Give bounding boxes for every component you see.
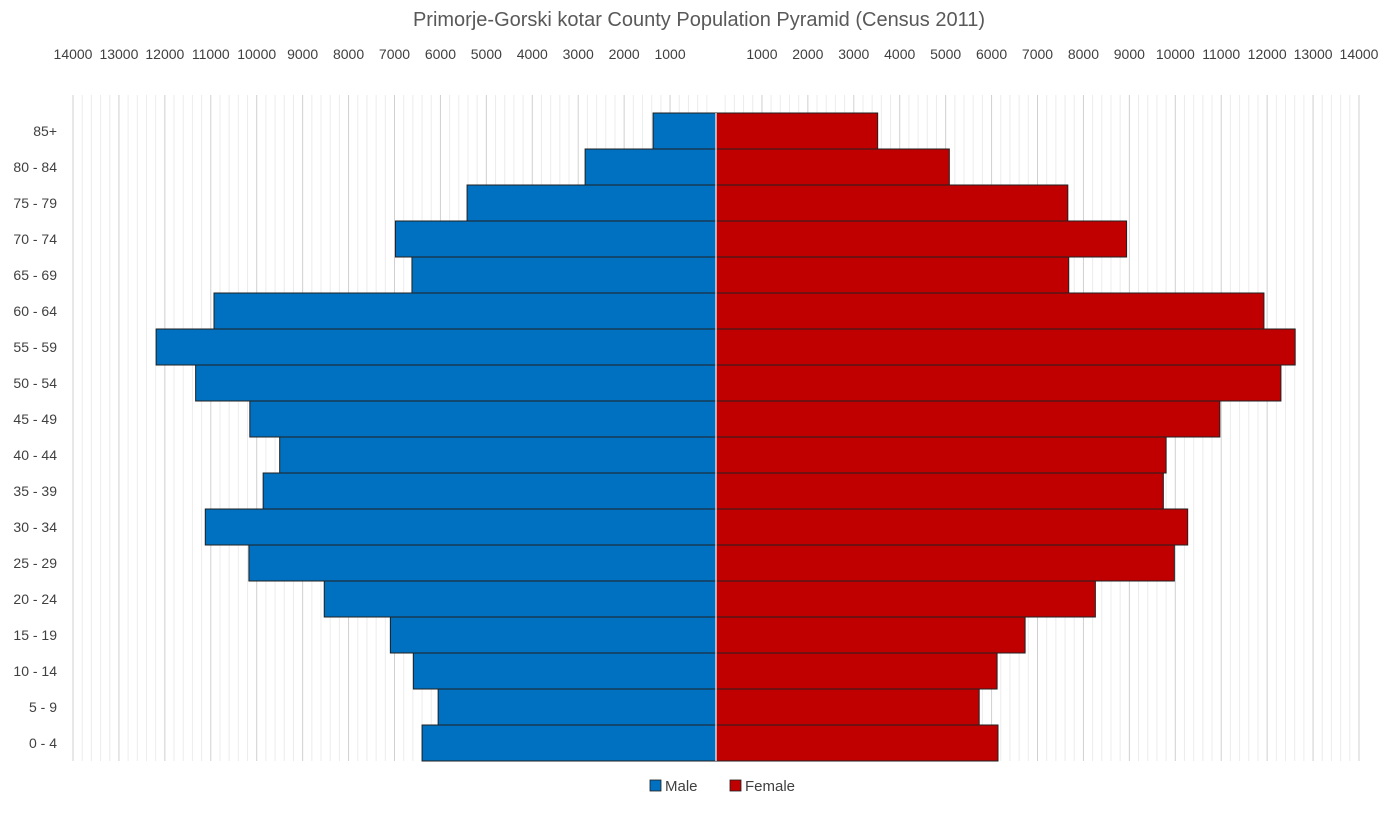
bar-female bbox=[715, 256, 1070, 294]
x-tick-label: 2000 bbox=[792, 46, 823, 62]
chart-title: Primorje-Gorski kotar County Population … bbox=[413, 9, 985, 31]
bar-male bbox=[412, 652, 717, 690]
x-tick-label: 13000 bbox=[99, 46, 138, 62]
bar-female bbox=[715, 148, 950, 186]
category-label: 65 - 69 bbox=[13, 267, 57, 283]
bar-female bbox=[715, 616, 1026, 654]
x-tick-label: 6000 bbox=[976, 46, 1007, 62]
x-tick-label: 3000 bbox=[838, 46, 869, 62]
bar-male bbox=[204, 508, 717, 546]
category-label: 40 - 44 bbox=[13, 447, 57, 463]
category-label: 25 - 29 bbox=[13, 555, 57, 571]
bar-female bbox=[715, 364, 1282, 402]
x-tick-label: 1000 bbox=[746, 46, 777, 62]
x-tick-label: 5000 bbox=[930, 46, 961, 62]
x-tick-label: 11000 bbox=[1202, 46, 1240, 62]
bar-male bbox=[262, 472, 717, 510]
x-tick-label: 13000 bbox=[1294, 46, 1333, 62]
x-axis-tick-labels: 14000 13000 12000 11000 10000 9000 8000 7000 600… bbox=[54, 46, 1379, 62]
x-tick-label: 1000 bbox=[654, 46, 685, 62]
legend-swatch-female bbox=[729, 779, 742, 792]
category-label: 75 - 79 bbox=[13, 195, 57, 211]
x-tick-label: 14000 bbox=[54, 46, 93, 62]
bar-female bbox=[715, 652, 998, 690]
bar-female bbox=[715, 508, 1189, 546]
x-tick-label: 6000 bbox=[425, 46, 456, 62]
x-tick-label: 12000 bbox=[145, 46, 184, 62]
x-tick-label: 12000 bbox=[1248, 46, 1287, 62]
bar-male bbox=[249, 400, 717, 438]
bar-male bbox=[155, 328, 717, 366]
x-tick-label: 2000 bbox=[609, 46, 640, 62]
category-label: 55 - 59 bbox=[13, 339, 57, 355]
category-label: 20 - 24 bbox=[13, 591, 57, 607]
bar-female bbox=[715, 688, 980, 726]
x-tick-label: 7000 bbox=[379, 46, 410, 62]
category-label: 15 - 19 bbox=[13, 627, 57, 643]
category-label: 80 - 84 bbox=[13, 159, 57, 175]
bar-male bbox=[411, 256, 717, 294]
bar-male bbox=[248, 544, 717, 582]
bar-male bbox=[389, 616, 717, 654]
bar-female bbox=[715, 472, 1164, 510]
bar-female bbox=[715, 292, 1265, 330]
bar-female bbox=[715, 328, 1296, 366]
bar-male bbox=[437, 688, 717, 726]
bar-female bbox=[715, 112, 879, 150]
legend-label-male: Male bbox=[665, 778, 698, 795]
bar-female bbox=[715, 436, 1167, 474]
category-label: 50 - 54 bbox=[13, 375, 57, 391]
category-label: 45 - 49 bbox=[13, 411, 57, 427]
bar-male bbox=[323, 580, 717, 618]
category-label: 0 - 4 bbox=[29, 735, 57, 751]
x-tick-label: 11000 bbox=[192, 46, 230, 62]
bar-female bbox=[715, 400, 1221, 438]
x-tick-label: 4000 bbox=[884, 46, 915, 62]
bar-female bbox=[715, 580, 1096, 618]
x-tick-label: 10000 bbox=[237, 46, 276, 62]
x-tick-label: 9000 bbox=[287, 46, 318, 62]
bar-male bbox=[279, 436, 717, 474]
x-tick-label: 10000 bbox=[1156, 46, 1195, 62]
legend-label-female: Female bbox=[745, 778, 795, 795]
category-label: 10 - 14 bbox=[13, 663, 57, 679]
bar-male bbox=[213, 292, 717, 330]
x-tick-label: 5000 bbox=[471, 46, 502, 62]
bar-male bbox=[466, 184, 717, 222]
category-label: 30 - 34 bbox=[13, 519, 57, 535]
y-axis-category-labels: 85+ 80 - 84 75 - 79 70 - 74 65 - 69 60 - 64 55… bbox=[13, 123, 57, 751]
bar-female bbox=[715, 544, 1175, 582]
bar-male bbox=[195, 364, 717, 402]
bar-male bbox=[421, 724, 717, 762]
x-tick-label: 4000 bbox=[517, 46, 548, 62]
bar-female bbox=[715, 184, 1069, 222]
x-tick-label: 14000 bbox=[1340, 46, 1379, 62]
legend: Male Female bbox=[649, 778, 795, 795]
x-tick-label: 7000 bbox=[1022, 46, 1053, 62]
x-tick-label: 3000 bbox=[563, 46, 594, 62]
x-tick-label: 8000 bbox=[333, 46, 364, 62]
category-label: 70 - 74 bbox=[13, 231, 57, 247]
bar-female bbox=[715, 724, 999, 762]
x-tick-label: 9000 bbox=[1114, 46, 1145, 62]
category-label: 60 - 64 bbox=[13, 303, 57, 319]
bar-male bbox=[584, 148, 717, 186]
category-label: 5 - 9 bbox=[29, 699, 57, 715]
bar-male bbox=[394, 220, 717, 258]
category-label: 35 - 39 bbox=[13, 483, 57, 499]
bar-female bbox=[715, 220, 1128, 258]
bars bbox=[155, 112, 1296, 762]
x-tick-label: 8000 bbox=[1068, 46, 1099, 62]
bar-male bbox=[652, 112, 717, 150]
category-label: 85+ bbox=[33, 123, 57, 139]
legend-swatch-male bbox=[649, 779, 662, 792]
